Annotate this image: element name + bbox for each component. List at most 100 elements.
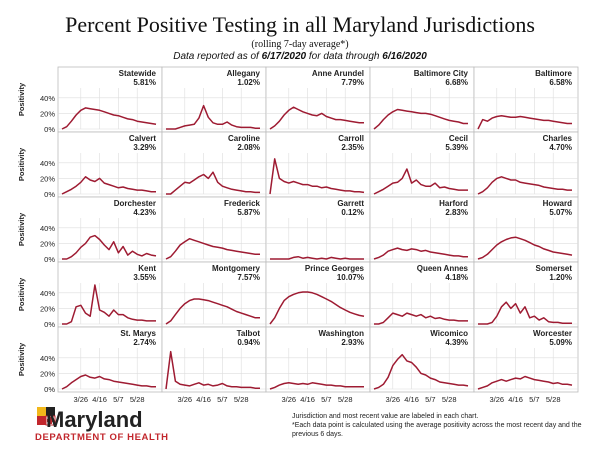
panel-name: St. Marys [120,329,156,338]
panel-value: 1.02% [237,78,260,87]
x-tick-label: 5/28 [338,395,353,404]
series-line [61,176,156,195]
x-tick-label: 5/28 [442,395,457,404]
x-tick-label: 5/7 [425,395,435,404]
footnote-line-1: Jurisdiction and most recent value are l… [292,413,479,420]
panel-name: Baltimore City [414,69,469,78]
panel-value: 5.81% [133,78,156,87]
y-tick-label: 40% [40,354,55,363]
panel-value: 4.70% [549,143,572,152]
y-tick-label: 0% [44,385,55,394]
series-line [477,236,573,260]
panel-value: 2.74% [133,338,156,347]
x-tick-label: 5/7 [321,395,331,404]
panel-value: 5.09% [549,338,572,347]
x-tick-label: 5/28 [130,395,145,404]
x-tick-label: 4/16 [196,395,211,404]
panel-frame [473,261,579,328]
panel-frame [161,196,267,263]
panel-name: Talbot [237,329,261,338]
panel-frame [473,326,579,393]
series-line [373,247,468,260]
panel-value: 6.68% [445,78,468,87]
series-line [373,168,468,195]
y-axis-label: Positivity [17,82,26,116]
series-line [269,158,365,195]
panel-name: Carroll [338,134,364,143]
panel-value: 5.39% [445,143,468,152]
panel-frame [473,131,579,198]
x-tick-label: 5/7 [113,395,123,404]
panel-name: Statewide [119,69,157,78]
panel-name: Queen Annes [417,264,469,273]
panel-frame [57,66,163,133]
y-tick-label: 0% [44,255,55,264]
y-tick-label: 40% [40,94,55,103]
series-line [61,374,156,390]
y-tick-label: 20% [40,304,55,313]
y-tick-label: 0% [44,320,55,329]
panel-name: Charles [543,134,573,143]
series-line [269,382,364,390]
panel-value: 3.29% [133,143,156,152]
panel-value: 5.87% [237,208,260,217]
series-line [478,301,572,325]
panel-name: Harford [439,199,468,208]
y-tick-label: 20% [40,369,55,378]
y-tick-label: 20% [40,174,55,183]
panel-value: 6.58% [549,78,572,87]
y-tick-label: 20% [40,239,55,248]
maryland-flag-logo [37,407,56,426]
x-tick-label: 3/26 [281,395,296,404]
y-tick-label: 40% [40,159,55,168]
x-tick-label: 3/26 [177,395,192,404]
logo-department: DEPARTMENT OF HEALTH [35,432,169,443]
panel-frame [161,326,267,393]
panel-value: 0.12% [341,208,364,217]
panel-name: Caroline [228,134,261,143]
panel-name: Anne Arundel [312,69,364,78]
y-axis-label: Positivity [17,212,26,246]
series-line [374,312,468,325]
y-tick-label: 40% [40,224,55,233]
series-line [373,108,468,130]
panel-name: Howard [543,199,572,208]
panel-frame [473,66,579,133]
footnote-line-2: *Each data point is calculated using the… [292,422,582,438]
panel-value: 1.20% [549,273,572,282]
series-line [270,255,364,260]
series-line [165,298,260,325]
panel-name: Dorchester [114,199,156,208]
panel-name: Prince Georges [305,264,365,273]
series-line [269,106,364,130]
series-line [477,114,572,130]
panel-name: Garrett [337,199,364,208]
panel-value: 2.83% [445,208,468,217]
x-tick-label: 3/26 [489,395,504,404]
y-tick-label: 40% [40,289,55,298]
through-date: 6/16/2020 [382,51,427,62]
series-line [269,291,365,325]
x-tick-label: 5/7 [217,395,227,404]
panel-value: 2.08% [237,143,260,152]
reported-date: 6/17/2020 [261,51,307,62]
footnote: Jurisdiction and most recent value are l… [292,412,582,439]
panel-name: Somerset [536,264,573,273]
series-line [373,353,469,390]
panel-value: 4.23% [133,208,156,217]
chart-title: Percent Positive Testing in all Maryland… [65,12,535,37]
